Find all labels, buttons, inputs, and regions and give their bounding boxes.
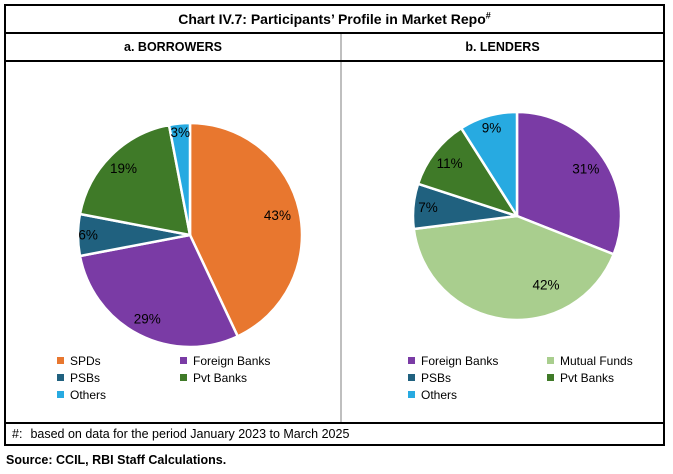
borrowers-panel: 43% 29% 6% 19% 3% SPDs PSBs Others Foreign Bank… (6, 62, 340, 422)
pie-data-label: 42% (533, 278, 560, 293)
pie-data-label: 43% (264, 208, 291, 223)
pie-data-label: 3% (171, 125, 191, 140)
chart-title-footnote-marker: # (485, 10, 491, 21)
legend-column: Mutual Funds Pvt Banks (547, 352, 633, 386)
pie-slice-others (460, 110, 519, 218)
legend-label: Pvt Banks (560, 370, 615, 385)
pie-data-label: 19% (110, 161, 137, 176)
pie-data-label: 7% (418, 200, 438, 215)
borrowers-pie-chart: 43% 29% 6% 19% 3% (76, 121, 304, 349)
chart-title: Chart IV.7: Participants’ Profile in Mar… (178, 11, 491, 27)
pie-slice-foreign-banks (515, 110, 623, 256)
legend-item: PSBs (57, 369, 106, 386)
legend-label: PSBs (70, 370, 101, 385)
legend-label: Foreign Banks (421, 353, 499, 368)
legend-marker-icon (57, 357, 64, 364)
panel-header-borrowers: a. BORROWERS (124, 40, 222, 54)
legend-label: Pvt Banks (193, 370, 248, 385)
legend-label: SPDs (70, 353, 101, 368)
lenders-panel: 31% 42% 7% 11% 9% Foreign Banks PSBs Others Mut… (340, 62, 663, 422)
legend-label: Foreign Banks (193, 353, 271, 368)
legend-item: PSBs (408, 369, 498, 386)
pie-slice-others (167, 121, 192, 237)
source-line: Source: CCIL, RBI Staff Calculations. (6, 453, 227, 467)
legend-marker-icon (57, 391, 64, 398)
legend-item: SPDs (57, 352, 106, 369)
legend-marker-icon (547, 357, 554, 364)
legend-item: Others (408, 386, 498, 403)
legend-label: Others (421, 387, 458, 402)
legend-item: Foreign Banks (180, 352, 270, 369)
pie-slice-pvt-banks (78, 123, 192, 237)
pie-data-label: 6% (78, 228, 98, 243)
legend-item: Mutual Funds (547, 352, 633, 369)
borrowers-legend: SPDs PSBs Others Foreign Banks Pvt Banks (6, 352, 340, 412)
legend-marker-icon (547, 374, 554, 381)
legend-item: Pvt Banks (180, 369, 270, 386)
panel-header-lenders: b. LENDERS (340, 34, 663, 60)
legend-marker-icon (180, 374, 187, 381)
chart-frame: Chart IV.7: Participants’ Profile in Mar… (4, 4, 665, 446)
legend-item: Foreign Banks (408, 352, 498, 369)
pie-slice-pvt-banks (416, 126, 519, 218)
pie-data-label: 9% (482, 121, 502, 136)
lenders-legend: Foreign Banks PSBs Others Mutual Funds Pvt B… (342, 352, 663, 412)
lenders-pie-chart: 31% 42% 7% 11% 9% (411, 110, 623, 322)
chart-title-text: Chart IV.7: Participants’ Profile in Mar… (178, 11, 486, 27)
pie-data-label: 31% (572, 162, 599, 177)
legend-marker-icon (408, 391, 415, 398)
legend-marker-icon (408, 374, 415, 381)
legend-marker-icon (180, 357, 187, 364)
chart-area: 43% 29% 6% 19% 3% SPDs PSBs Others Foreign Bank… (6, 62, 663, 424)
chart-title-row: Chart IV.7: Participants’ Profile in Mar… (6, 6, 663, 34)
pie-data-label: 11% (437, 156, 463, 171)
legend-marker-icon (57, 374, 64, 381)
legend-label: Mutual Funds (560, 353, 633, 368)
legend-column: Foreign Banks Pvt Banks (180, 352, 270, 386)
footnote-row: #: based on data for the period January … (6, 424, 663, 444)
footnote-text: based on data for the period January 202… (30, 427, 350, 441)
pie-slice-mutual-funds (412, 214, 615, 322)
footnote-marker: #: (12, 427, 23, 441)
panel-header-row: a. BORROWERS b. LENDERS (6, 34, 663, 62)
pie-slice-foreign-banks (78, 233, 239, 349)
legend-column: SPDs PSBs Others (57, 352, 106, 403)
legend-marker-icon (408, 357, 415, 364)
legend-label: Others (70, 387, 107, 402)
pie-data-label: 29% (134, 311, 161, 326)
legend-item: Pvt Banks (547, 369, 633, 386)
legend-label: PSBs (421, 370, 452, 385)
pie-slice-spds (188, 121, 304, 338)
legend-column: Foreign Banks PSBs Others (408, 352, 498, 403)
legend-item: Others (57, 386, 106, 403)
